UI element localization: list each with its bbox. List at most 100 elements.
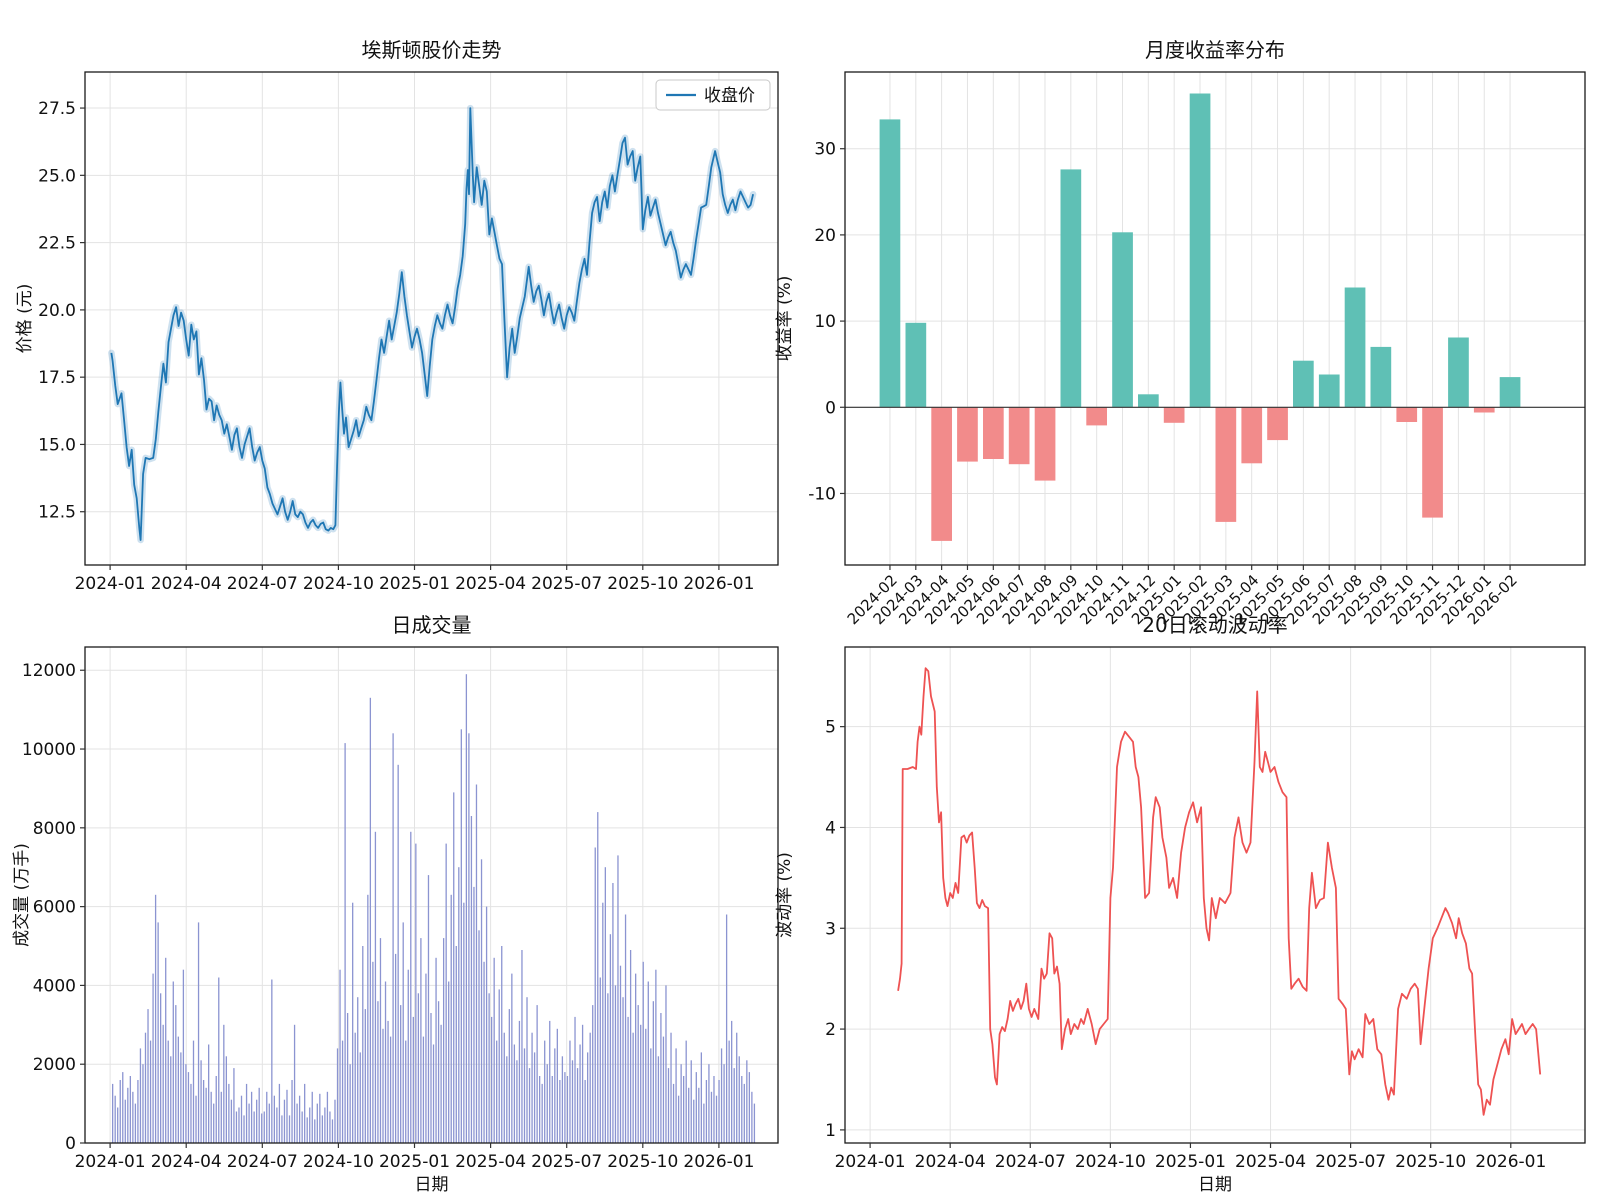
volume-bar	[746, 1060, 748, 1143]
volume-bar	[137, 1080, 139, 1143]
volume-bar	[172, 981, 174, 1143]
y-tick-label: 10000	[22, 740, 76, 760]
volume-bar	[359, 1052, 361, 1143]
volume-bar	[629, 950, 632, 1143]
return-bar	[1422, 407, 1443, 518]
volume-bar	[266, 1091, 268, 1143]
volume-bar	[127, 1087, 129, 1143]
volume-bar	[713, 1076, 715, 1143]
volume-bar	[675, 1048, 677, 1143]
volume-bar	[700, 1052, 702, 1143]
volume-bar	[710, 1091, 713, 1143]
volume-bar	[210, 1091, 212, 1143]
volume-bar	[480, 859, 483, 1143]
volume-bar	[627, 1016, 629, 1143]
volume-bar	[298, 1095, 301, 1143]
volume-bar	[304, 1083, 306, 1143]
volume-bar	[440, 1024, 442, 1143]
legend-label: 收盘价	[704, 86, 755, 106]
volume-bar	[546, 1064, 548, 1143]
volume-bar	[382, 1028, 384, 1143]
volume-bar	[336, 1048, 339, 1143]
return-bar	[1448, 337, 1469, 408]
volume-bar	[604, 867, 606, 1143]
volume-bar	[574, 1016, 576, 1143]
volume-bar	[733, 1068, 735, 1143]
x-tick-label: 2025-04	[1235, 1152, 1306, 1172]
return-bar	[957, 407, 978, 462]
volume-bar	[738, 1056, 740, 1143]
return-bar	[1163, 407, 1185, 423]
return-bar	[983, 407, 1004, 459]
volume-bar	[213, 1103, 215, 1143]
volume-bar	[592, 1005, 594, 1143]
return-bar	[1008, 407, 1030, 465]
x-tick-label: 2026-01	[1475, 1152, 1546, 1172]
x-tick-label: 2024-07	[227, 574, 298, 594]
volume-bar	[521, 950, 523, 1143]
volume-bar	[208, 1044, 210, 1143]
volume-bar	[683, 1076, 685, 1143]
volume-bar	[655, 969, 657, 1143]
volume-bar	[642, 961, 644, 1143]
y-tick-label: 20	[814, 226, 836, 246]
volume-bar	[518, 1020, 521, 1143]
volume-bar	[485, 906, 488, 1143]
volume-bar	[326, 1091, 329, 1143]
volume-bar	[405, 1040, 407, 1143]
volume-bar	[561, 1056, 564, 1143]
volume-bar	[677, 1095, 680, 1143]
y-tick-label: 12000	[22, 661, 76, 681]
volume-bar	[170, 1056, 172, 1143]
volume-bar	[723, 1064, 725, 1143]
volume-bar	[296, 1103, 298, 1143]
volume-bar	[720, 1048, 723, 1143]
volume-bar	[185, 1064, 187, 1143]
volume-bar	[501, 946, 503, 1143]
volume-bar	[124, 1099, 126, 1143]
volume-bar	[725, 914, 728, 1143]
x-tick-label: 2024-07	[995, 1152, 1066, 1172]
volume-bar	[112, 1083, 114, 1143]
volume-bar	[400, 1005, 402, 1143]
volume-bar	[245, 1083, 248, 1143]
y-tick-label: 17.5	[38, 368, 76, 388]
volume-bar	[455, 946, 457, 1143]
close-price-line	[110, 107, 754, 541]
volume-bar	[751, 1091, 753, 1143]
volume-bar	[379, 938, 382, 1143]
volume-bar	[253, 1111, 255, 1143]
return-bar	[1215, 407, 1237, 522]
volume-bar	[425, 973, 427, 1143]
volume-bar	[147, 1009, 149, 1143]
x-tick-label: 2024-04	[151, 1152, 222, 1172]
volume-bar	[622, 997, 624, 1143]
volume-bar	[250, 1091, 253, 1143]
volume-bar	[276, 1107, 278, 1143]
chart-title: 20日滚动波动率	[1142, 613, 1287, 637]
volume-bar	[528, 1068, 531, 1143]
volume-bar	[420, 938, 422, 1143]
volume-bar	[539, 1076, 541, 1143]
volume-bar	[458, 867, 460, 1143]
volume-bar	[736, 1032, 738, 1143]
volume-bar	[278, 1083, 281, 1143]
volume-bar	[670, 1032, 672, 1143]
volume-bar	[450, 894, 452, 1143]
x-tick-label: 2024-07	[227, 1152, 298, 1172]
volume-bar	[672, 1083, 675, 1143]
volume-bar	[407, 969, 409, 1143]
y-tick-label: 30	[814, 140, 836, 160]
volume-bar	[316, 1103, 318, 1143]
volume-bar	[708, 1064, 710, 1143]
volume-bar	[192, 1040, 195, 1143]
volume-bar	[329, 1111, 331, 1143]
volume-bar	[584, 1080, 586, 1143]
y-tick-label: 4000	[33, 976, 76, 996]
volume-bar	[569, 1040, 571, 1143]
volume-bar	[432, 1044, 435, 1143]
price-range-band	[108, 104, 757, 544]
volume-bar	[187, 1072, 190, 1143]
volume-bar	[506, 1056, 508, 1143]
x-tick-label: 2025-10	[1395, 1152, 1466, 1172]
